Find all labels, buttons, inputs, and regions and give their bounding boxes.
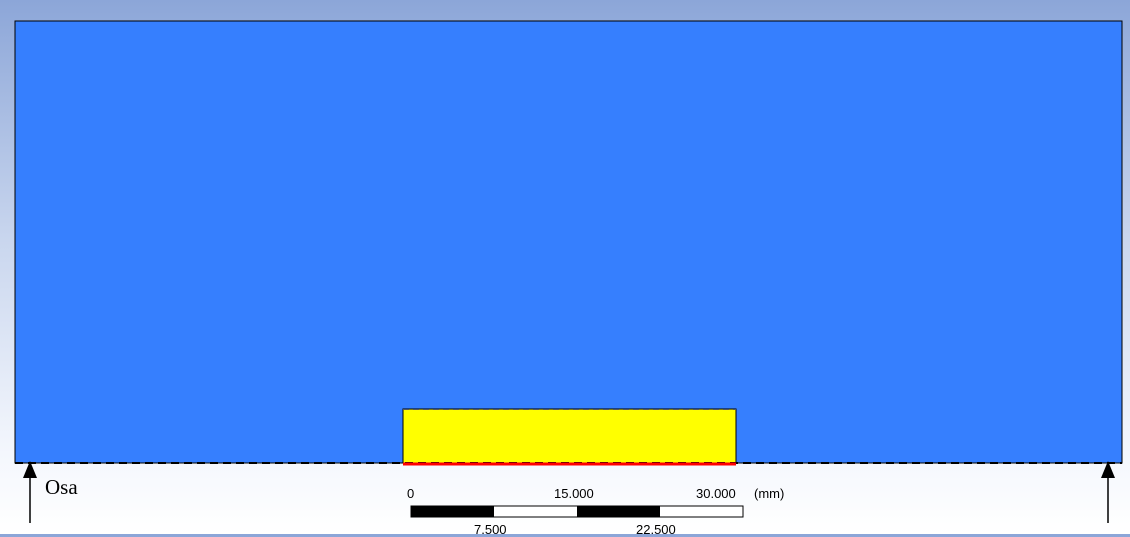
axis-label: Osa [45, 475, 78, 499]
solid-body[interactable] [402, 408, 737, 464]
scale-tick-30: 30.000 [696, 486, 736, 501]
scale-bar [410, 505, 744, 518]
scale-tick-22-5: 22.500 [636, 522, 676, 537]
fluid-domain[interactable] [14, 20, 1123, 464]
scale-tick-15: 15.000 [554, 486, 594, 501]
scale-unit: (mm) [754, 486, 785, 501]
scale-bar-segment [577, 506, 660, 517]
scale-tick-7-5: 7.500 [474, 522, 507, 537]
scale-bar-segment [411, 506, 494, 517]
axis-arrow-right [1101, 461, 1115, 523]
axis-arrow-left [23, 461, 37, 523]
scale-tick-0: 0 [407, 486, 415, 501]
